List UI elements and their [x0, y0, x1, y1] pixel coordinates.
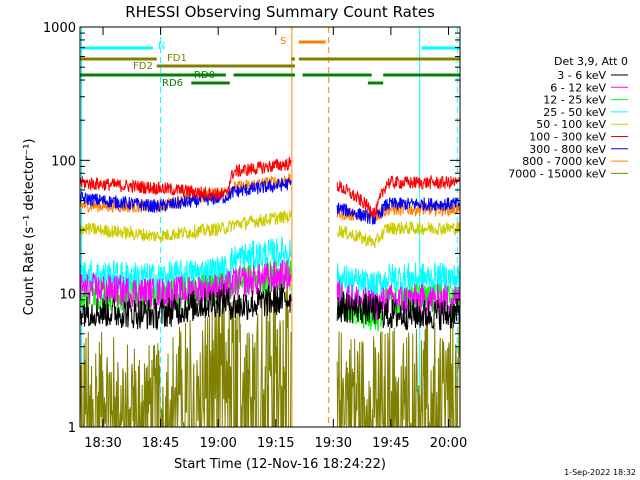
x-tick-label: 18:30: [84, 436, 121, 451]
plot-frame: [79, 26, 461, 428]
legend-label: 800 - 7000 keV: [522, 155, 606, 168]
series-line: [336, 321, 461, 428]
series-line: [336, 197, 461, 225]
series-line: [79, 156, 292, 201]
legend-label: 12 - 25 keV: [543, 94, 606, 107]
series-line: [336, 220, 461, 248]
legend-label: 3 - 6 keV: [557, 69, 606, 82]
legend-label: 50 - 100 keV: [536, 118, 606, 131]
y-tick-label: 100: [51, 154, 76, 169]
x-tick-label: 18:45: [142, 436, 179, 451]
legend-label: 300 - 800 keV: [529, 143, 606, 156]
legend-label: 100 - 300 keV: [529, 131, 606, 144]
y-tick-label: 1000: [43, 21, 76, 36]
x-tick-label: 19:30: [315, 436, 352, 451]
y-tick-label: 10: [59, 288, 76, 303]
flag-label: N: [158, 41, 165, 52]
legend-label: 6 - 12 keV: [550, 81, 606, 94]
flag-label: RD0: [194, 70, 215, 81]
y-axis: 1 10 100 1000: [43, 21, 460, 436]
series-line: [336, 279, 461, 322]
legend-label: 25 - 50 keV: [543, 106, 606, 119]
x-axis: 18:30 18:45 19:00 19:15 19:30 19:45 20:00: [84, 27, 467, 451]
x-tick-label: 19:00: [199, 436, 236, 451]
plot-area: N S FD1 FD2 RD0 RD6: [79, 27, 461, 428]
series-line: [336, 262, 461, 303]
legend-title: Det 3,9, Att 0: [554, 55, 628, 68]
series-line: [336, 291, 461, 331]
series-line: [79, 177, 292, 214]
footer-timestamp: 1-Sep-2022 18:32: [564, 468, 636, 477]
series-line: [336, 174, 461, 218]
x-axis-label: Start Time (12-Nov-16 18:24:22): [174, 457, 386, 472]
legend-label: 7000 - 15000 keV: [508, 167, 606, 180]
flag-label: S: [280, 36, 286, 47]
flag-label: FD2: [133, 61, 153, 72]
chart-title: RHESSI Observing Summary Count Rates: [125, 3, 435, 21]
series-line: [79, 210, 292, 243]
flag-label: FD1: [167, 53, 187, 64]
flag-label: RD6: [162, 78, 183, 89]
y-tick-label: 1: [68, 421, 76, 436]
y-axis-label: Count Rate (s⁻¹ detector⁻¹): [22, 139, 37, 316]
x-tick-label: 19:15: [257, 436, 294, 451]
series-line: [79, 284, 292, 330]
x-tick-label: 19:45: [372, 436, 409, 451]
x-tick-label: 20:00: [430, 436, 467, 451]
